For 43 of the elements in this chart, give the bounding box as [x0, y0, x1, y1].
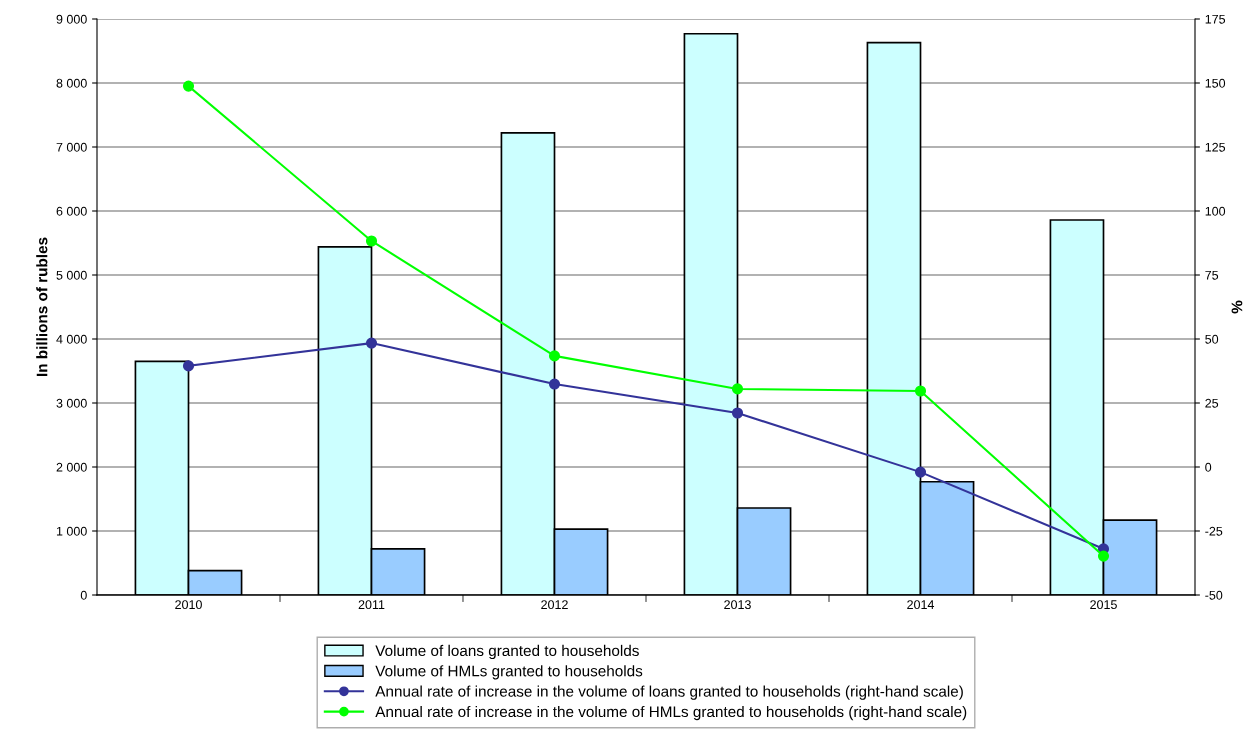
legend-label: Annual rate of increase in the volume of loans granted to households (right-hand scale) [375, 685, 963, 700]
point [182, 80, 195, 92]
point [548, 378, 561, 390]
y-axis-title: In billions of rubles [36, 237, 48, 376]
y2-tick-label: 150 [1205, 78, 1226, 88]
y2-tick-label: 75 [1205, 270, 1219, 280]
x-tick-label: 2012 [541, 600, 568, 610]
y-tick-label: 3 000 [56, 398, 87, 408]
y2-tick-label: -50 [1205, 590, 1223, 600]
point [731, 407, 744, 419]
point [548, 350, 561, 362]
y-tick-label: 4 000 [56, 334, 87, 344]
y-tick-label: 5 000 [56, 270, 87, 280]
point [182, 360, 195, 372]
y2-tick-label: 125 [1205, 142, 1226, 152]
x-tick-label: 2015 [1090, 600, 1117, 610]
y2-tick-label: 25 [1205, 398, 1219, 408]
point [914, 385, 927, 397]
point [914, 466, 927, 478]
y-tick-label: 9 000 [56, 14, 87, 24]
legend-label: Volume of HMLs granted to households [375, 665, 643, 680]
point [365, 235, 378, 247]
y2-axis-title: % [1231, 300, 1243, 314]
y2-tick-label: 175 [1205, 14, 1226, 24]
y2-tick-label: 0 [1205, 462, 1212, 472]
x-tick-label: 2010 [175, 600, 202, 610]
y-tick-label: 7 000 [56, 142, 87, 152]
y-tick-label: 6 000 [56, 206, 87, 216]
y-tick-label: 1 000 [56, 526, 87, 536]
y-tick-label: 0 [80, 590, 87, 600]
x-tick-label: 2011 [358, 600, 385, 610]
y2-tick-label: -25 [1205, 526, 1223, 536]
y-tick-label: 2 000 [56, 462, 87, 472]
y-tick-label: 8 000 [56, 78, 87, 88]
y2-tick-label: 50 [1205, 334, 1219, 344]
point [731, 383, 744, 395]
x-tick-label: 2014 [907, 600, 935, 610]
x-tick-label: 2013 [724, 600, 751, 610]
legend-label: Volume of loans granted to households [375, 644, 639, 660]
legend-label: Annual rate of increase in the volume of HMLs granted to households (right-hand scale) [375, 705, 967, 721]
y2-tick-label: 100 [1205, 206, 1226, 216]
point [1097, 550, 1110, 562]
point [365, 337, 378, 349]
